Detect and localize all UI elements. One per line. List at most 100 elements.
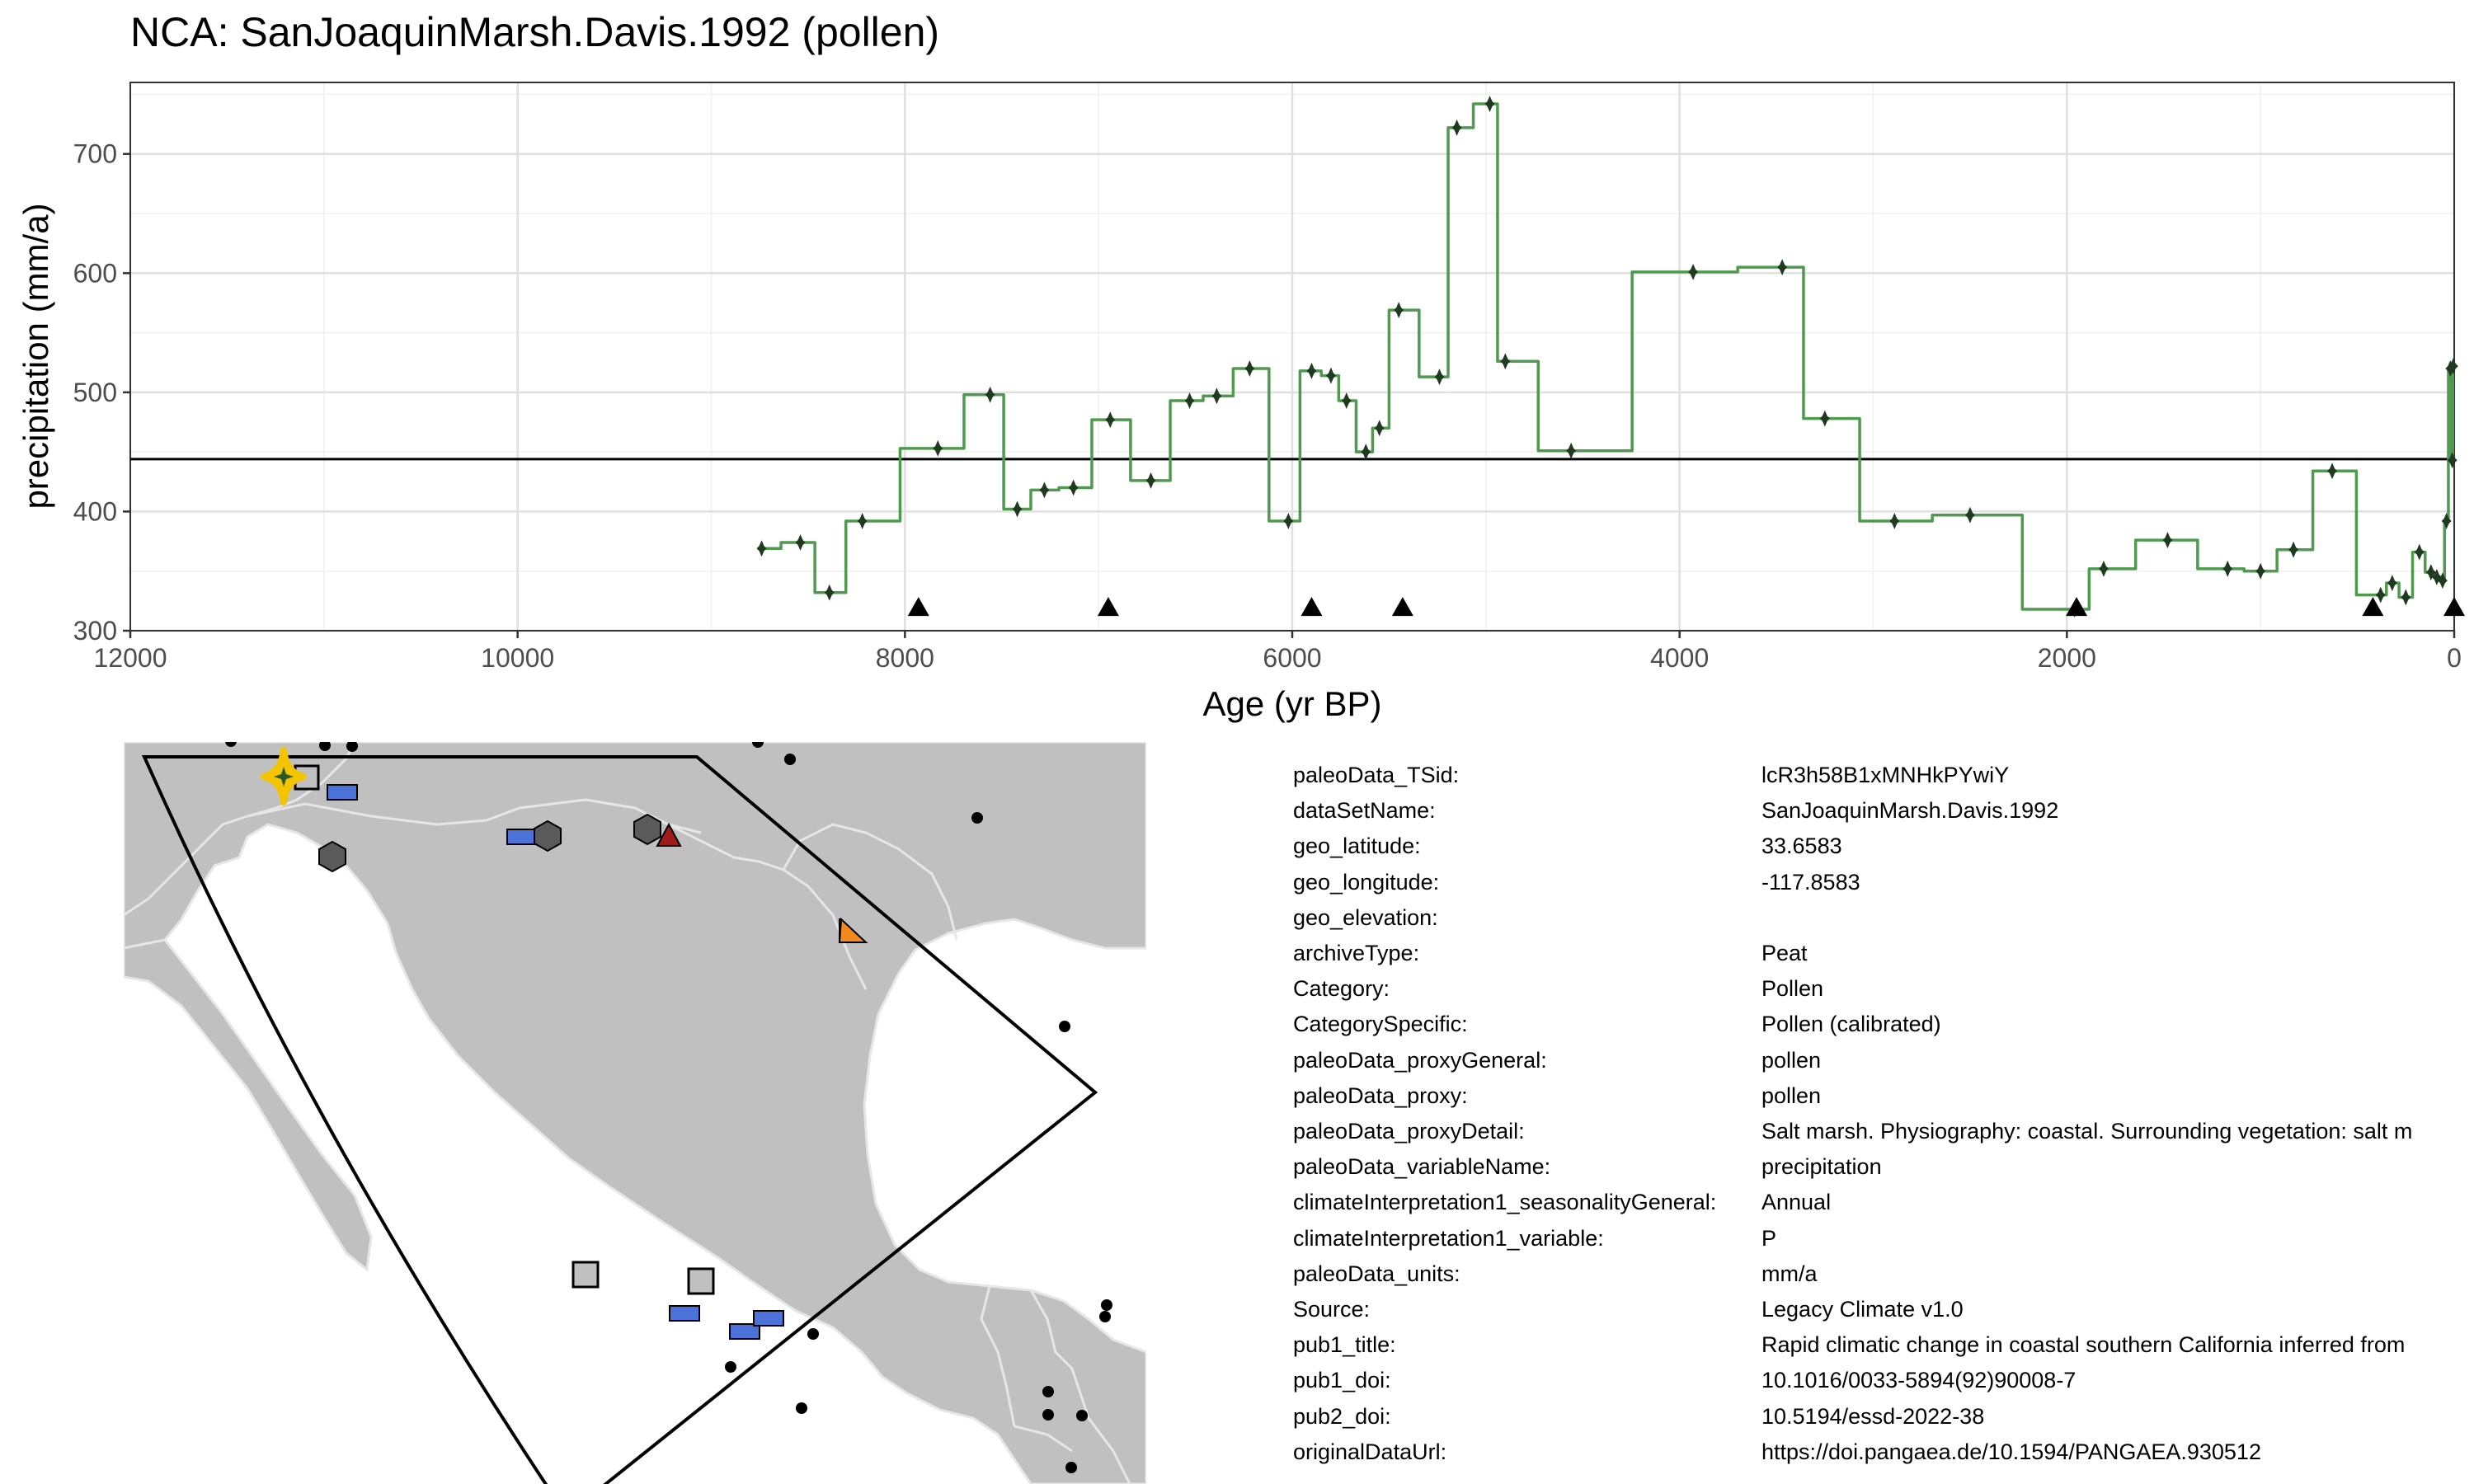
site-blue-rect	[729, 1323, 760, 1340]
data-point	[1484, 96, 1495, 113]
y-tick-label: 300	[73, 616, 117, 646]
age-marker-triangle	[1391, 597, 1413, 617]
metadata-value: Rapid climatic change in coastal souther…	[1761, 1332, 2406, 1358]
data-point	[2445, 359, 2456, 377]
map-sites	[225, 742, 1112, 1473]
metadata-value: Annual	[1761, 1190, 1832, 1215]
site-open-square	[571, 1261, 600, 1289]
site-dot	[346, 742, 358, 752]
data-point	[1039, 481, 1050, 499]
data-point	[2441, 513, 2452, 529]
data-point	[2375, 586, 2386, 603]
metadata-value: Salt marsh. Physiography: coastal. Surro…	[1761, 1119, 2413, 1144]
metadata-row: archiveType: Peat	[1293, 941, 2474, 974]
site-dot	[971, 812, 983, 824]
x-axis-title: Age (yr BP)	[1202, 684, 1381, 723]
site-dot	[725, 1361, 736, 1373]
metadata-key: pub1_doi:	[1293, 1368, 1391, 1393]
x-tick-label: 6000	[1263, 643, 1321, 673]
data-point	[2162, 532, 2173, 549]
data-point	[1688, 263, 1699, 280]
site-blue-rect	[327, 784, 358, 801]
data-point	[1105, 411, 1116, 429]
data-point	[1889, 513, 1900, 529]
y-tick-label: 700	[73, 139, 117, 169]
data-point	[1777, 259, 1788, 276]
metadata-value: SanJoaquinMarsh.Davis.1992	[1761, 798, 2059, 824]
metadata-row: pub2_doi: 10.5194/essd-2022-38	[1293, 1404, 2474, 1437]
data-point	[824, 584, 835, 601]
metadata-row: originalDataUrl: https://doi.pangaea.de/1…	[1293, 1439, 2474, 1472]
site-hexagon	[318, 840, 346, 873]
chart-title: NCA: SanJoaquinMarsh.Davis.1992 (pollen)	[130, 9, 940, 55]
data-point	[2222, 560, 2233, 577]
metadata-value: mm/a	[1761, 1261, 1818, 1286]
metadata-row: pub1_title: Rapid climatic change in coas…	[1293, 1332, 2474, 1365]
site-orange-wedge-main	[838, 917, 868, 943]
metadata-row: geo_latitude: 33.6583	[1293, 834, 2474, 866]
site-hexagon	[633, 813, 661, 846]
metadata-key: Category:	[1293, 976, 1390, 1002]
site-dot	[1099, 1311, 1111, 1322]
age-marker-triangle	[2443, 597, 2465, 617]
site-dot	[1042, 1386, 1054, 1397]
metadata-row: geo_longitude: -117.8583	[1293, 870, 2474, 903]
data-point	[1325, 367, 1336, 384]
y-tick-label: 600	[73, 258, 117, 288]
data-point	[1068, 479, 1079, 496]
site-red-triangle	[656, 822, 682, 847]
metadata-row: paleoData_proxyDetail: Salt marsh. Physio…	[1293, 1119, 2474, 1152]
metadata-key: pub1_title:	[1293, 1332, 1396, 1358]
data-point	[1500, 353, 1511, 370]
site-dot	[1059, 1021, 1070, 1032]
data-point	[2447, 452, 2458, 469]
metadata-key: paleoData_variableName:	[1293, 1154, 1551, 1180]
x-tick-label: 12000	[94, 643, 167, 673]
site-hexagon	[534, 819, 562, 852]
metadata-value: Peat	[1761, 941, 1808, 965]
site-map	[124, 742, 1146, 1484]
data-point	[2387, 575, 2397, 592]
x-tick-label: 10000	[481, 643, 554, 673]
metadata-row: CategorySpecific: Pollen (calibrated)	[1293, 1012, 2474, 1045]
metadata-row: Source: Legacy Climate v1.0	[1293, 1297, 2474, 1330]
metadata-value: https://doi.pangaea.de/10.1594/PANGAEA.9…	[1761, 1439, 2261, 1464]
metadata-row: paleoData_proxyGeneral: pollen	[1293, 1048, 2474, 1081]
metadata-value: pollen	[1761, 1082, 1822, 1108]
metadata-key: Source:	[1293, 1297, 1371, 1322]
data-point	[1451, 119, 1462, 136]
site-dot	[1065, 1462, 1077, 1473]
metadata-key: geo_latitude:	[1293, 834, 1421, 859]
data-point	[1341, 392, 1352, 409]
site-dot	[225, 742, 237, 747]
metadata-row: paleoData_proxy: pollen	[1293, 1083, 2474, 1116]
site-blue-rect	[669, 1305, 700, 1322]
data-point	[2448, 358, 2458, 375]
metadata-value: P	[1761, 1225, 1777, 1251]
site-dot	[1076, 1410, 1088, 1421]
data-point	[2327, 463, 2338, 480]
metadata-key: geo_elevation:	[1293, 904, 1438, 930]
data-point	[1964, 506, 1975, 524]
data-point	[1145, 472, 1156, 489]
metadata-key: paleoData_TSid:	[1293, 763, 1460, 787]
data-point	[857, 513, 868, 529]
data-point	[795, 534, 806, 552]
metadata-value: Legacy Climate v1.0	[1761, 1297, 1964, 1322]
y-axis-ticks: 300 400 500 600 700	[73, 139, 130, 646]
metadata-key: geo_longitude:	[1293, 869, 1440, 895]
x-tick-label: 8000	[876, 643, 934, 673]
site-dot	[784, 754, 796, 765]
data-point	[2288, 541, 2299, 558]
metadata-value: 10.5194/essd-2022-38	[1761, 1403, 1985, 1429]
metadata-key: dataSetName:	[1293, 798, 1436, 824]
metadata-key: climateInterpretation1_variable:	[1293, 1225, 1604, 1251]
metadata-row: paleoData_TSid: lcR3h58B1xMNHkPYwiY	[1293, 763, 2474, 796]
data-point	[2437, 572, 2448, 589]
age-marker-triangle	[907, 597, 929, 617]
metadata-key: archiveType:	[1293, 941, 1420, 965]
x-tick-label: 4000	[1650, 643, 1709, 673]
data-point	[933, 439, 943, 457]
metadata-row: climateInterpretation1_variable: P	[1293, 1226, 2474, 1259]
data-point	[2414, 543, 2425, 561]
